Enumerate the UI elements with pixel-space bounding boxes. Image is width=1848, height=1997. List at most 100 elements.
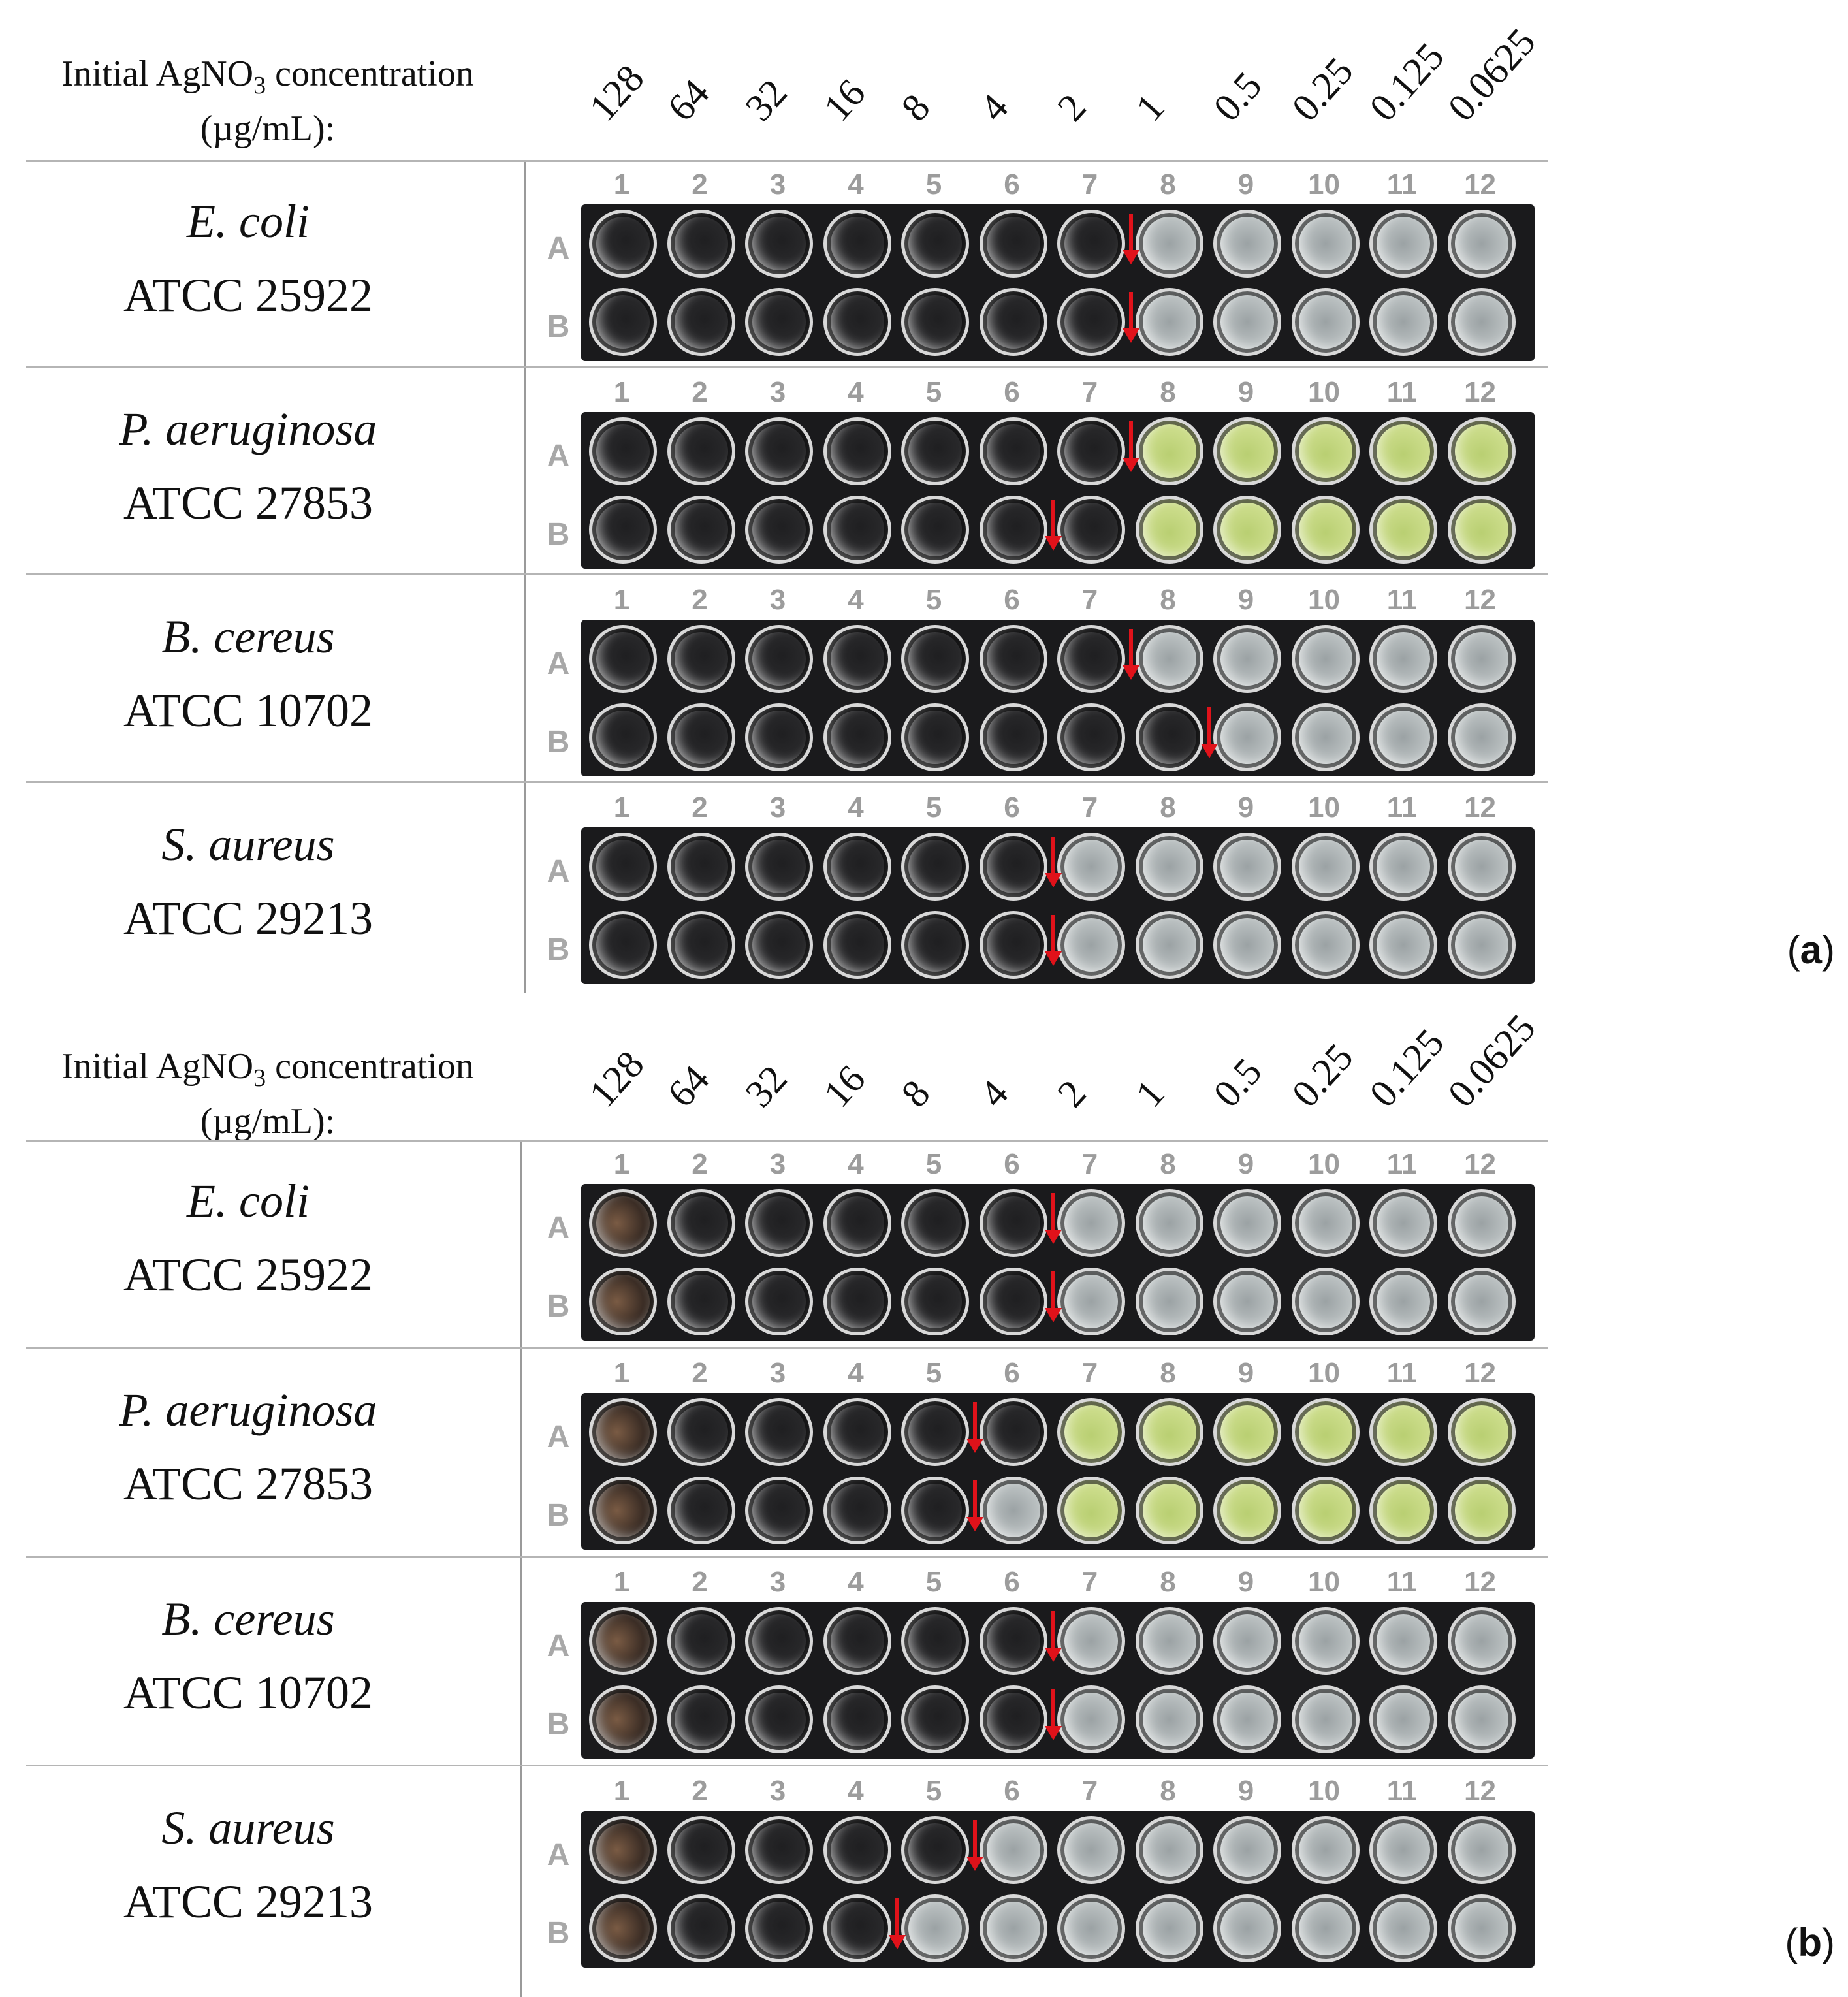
column-number-5: 5 (925, 1566, 942, 1598)
well-A5 (901, 210, 969, 278)
well-A1 (589, 1816, 657, 1884)
column-number-2: 2 (692, 1357, 708, 1389)
column-number-9: 9 (1237, 376, 1254, 408)
well-B9 (1213, 1894, 1281, 1962)
header-title-subscript: 3 (253, 1064, 266, 1093)
column-number-5: 5 (925, 584, 942, 616)
concentration-label-4: 16 (814, 71, 874, 129)
column-numbers: 1 2 3 4 5 6 7 8 9 10 11 12 (588, 376, 1541, 415)
column-number-4: 4 (848, 791, 864, 823)
well-A7 (1057, 1607, 1125, 1675)
well-A2 (667, 1189, 735, 1257)
well-B1 (589, 288, 657, 356)
column-number-6: 6 (1004, 376, 1020, 408)
panel-label-b: (b) (1785, 1921, 1835, 1964)
well-A10 (1291, 1607, 1360, 1675)
column-number-7: 7 (1081, 168, 1098, 200)
well-A3 (745, 210, 813, 278)
well-B4 (823, 1268, 891, 1335)
column-divider (524, 162, 526, 993)
well-B5 (901, 703, 969, 771)
well-B3 (745, 1894, 813, 1962)
well-A7 (1057, 833, 1125, 901)
row-letter-B: B (547, 1289, 570, 1324)
row-letter-B: B (547, 1707, 570, 1742)
column-number-10: 10 (1308, 1148, 1340, 1180)
well-B10 (1291, 496, 1360, 564)
well-A12 (1447, 625, 1516, 693)
well-A4 (823, 1398, 891, 1466)
column-number-10: 10 (1308, 1775, 1340, 1807)
well-A8 (1135, 210, 1203, 278)
well-A4 (823, 625, 891, 693)
well-B6 (979, 1685, 1047, 1753)
organism-label: P. aeruginosa ATCC 27853 (39, 402, 457, 530)
column-number-8: 8 (1160, 1357, 1176, 1389)
column-numbers: 1 2 3 4 5 6 7 8 9 10 11 12 (588, 584, 1541, 623)
concentration-label-8: 1 (1126, 86, 1173, 129)
well-A3 (745, 1189, 813, 1257)
well-A11 (1369, 210, 1437, 278)
well-A3 (745, 417, 813, 485)
column-number-2: 2 (692, 584, 708, 616)
row-letter-B: B (547, 725, 570, 759)
section-divider (26, 1556, 1548, 1558)
arrow-shaft (1051, 1271, 1055, 1312)
column-number-9: 9 (1237, 584, 1254, 616)
well-A8 (1135, 417, 1203, 485)
column-number-12: 12 (1464, 1148, 1496, 1180)
column-number-12: 12 (1464, 584, 1496, 616)
column-number-1: 1 (613, 1775, 630, 1807)
column-number-9: 9 (1237, 1148, 1254, 1180)
organism-label: P. aeruginosa ATCC 27853 (39, 1383, 457, 1511)
well-A1 (589, 1189, 657, 1257)
well-B6 (979, 1894, 1047, 1962)
well-A7 (1057, 417, 1125, 485)
well-B5 (901, 1685, 969, 1753)
row-letter-A: A (547, 439, 570, 473)
organism-species: E. coli (187, 195, 310, 248)
row-letter-A: A (547, 1629, 570, 1663)
arrow-head (1044, 1230, 1062, 1244)
well-A5 (901, 625, 969, 693)
column-number-8: 8 (1160, 1566, 1176, 1598)
header-title: Initial AgNO3 concentration (µg/mL): (26, 52, 509, 150)
well-A11 (1369, 625, 1437, 693)
well-A3 (745, 833, 813, 901)
column-numbers: 1 2 3 4 5 6 7 8 9 10 11 12 (588, 1148, 1541, 1187)
row-letter-B: B (547, 310, 570, 344)
well-B12 (1447, 1477, 1516, 1544)
column-number-9: 9 (1237, 1775, 1254, 1807)
well-B3 (745, 1477, 813, 1544)
organism-label: E. coli ATCC 25922 (39, 1174, 457, 1302)
column-number-7: 7 (1081, 376, 1098, 408)
concentration-label-11: 0.125 (1361, 1021, 1452, 1115)
well-A1 (589, 210, 657, 278)
concentration-label-1: 128 (581, 1042, 652, 1115)
arrow-head (1123, 458, 1139, 472)
column-number-5: 5 (925, 168, 942, 200)
column-number-3: 3 (769, 791, 786, 823)
header-title-suffix: concentration (266, 54, 474, 94)
well-B3 (745, 496, 813, 564)
column-number-1: 1 (613, 376, 630, 408)
well-B7 (1057, 1894, 1125, 1962)
column-number-2: 2 (692, 1775, 708, 1807)
well-B7 (1057, 911, 1125, 979)
column-number-1: 1 (613, 584, 630, 616)
well-B8 (1135, 703, 1203, 771)
column-number-11: 11 (1386, 584, 1418, 616)
arrow-shaft (1129, 629, 1133, 669)
well-B1 (589, 1477, 657, 1544)
column-number-4: 4 (848, 1357, 864, 1389)
organism-species: B. cereus (161, 1593, 335, 1645)
well-B11 (1369, 1685, 1437, 1753)
well-A8 (1135, 1607, 1203, 1675)
well-A10 (1291, 1189, 1360, 1257)
well-B7 (1057, 1685, 1125, 1753)
row-letter-B: B (547, 1916, 570, 1951)
well-A2 (667, 417, 735, 485)
well-B6 (979, 703, 1047, 771)
well-B6 (979, 911, 1047, 979)
well-A12 (1447, 1398, 1516, 1466)
